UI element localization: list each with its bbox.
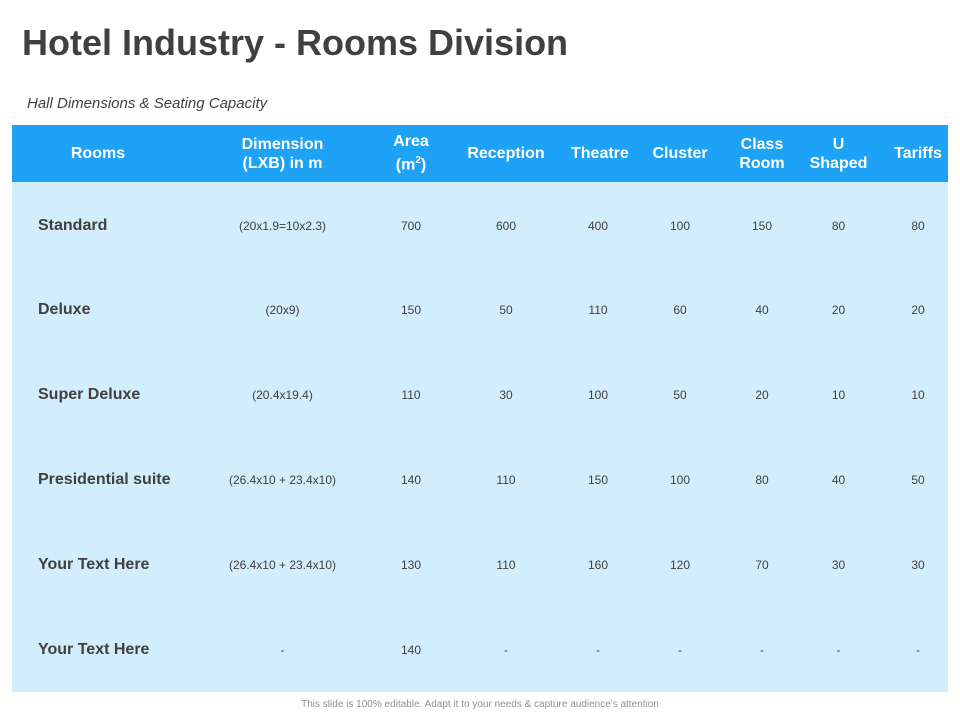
cell-area: 700 bbox=[400, 218, 422, 233]
cell-classroom: 40 bbox=[755, 302, 769, 317]
cell-room: Standard bbox=[38, 216, 108, 234]
cell-area: 140 bbox=[400, 642, 422, 657]
cell-cluster: 100 bbox=[669, 472, 691, 487]
table-row: Deluxe (20x9) 150 50 110 60 40 20 20 bbox=[12, 267, 948, 352]
cell-dimension: (20.4x19.4) bbox=[252, 387, 313, 402]
cell-cluster: 100 bbox=[669, 218, 691, 233]
cell-ushaped: 80 bbox=[831, 218, 846, 233]
page-title: Hotel Industry - Rooms Division bbox=[22, 22, 569, 63]
cell-theatre: 100 bbox=[587, 387, 609, 402]
cell-room: Super Deluxe bbox=[38, 385, 141, 403]
cell-area: 130 bbox=[400, 557, 422, 572]
table-row: Standard (20x1.9=10x2.3) 700 600 400 100… bbox=[12, 182, 948, 267]
cell-ushaped: 10 bbox=[831, 387, 846, 402]
cell-reception: 50 bbox=[499, 302, 513, 317]
cell-classroom: 150 bbox=[751, 218, 773, 233]
cell-classroom: 20 bbox=[755, 387, 769, 402]
header-tariffs: Tariffs bbox=[894, 145, 942, 162]
cell-dimension: (20x9) bbox=[265, 302, 300, 317]
cell-tariffs: 20 bbox=[911, 302, 925, 317]
cell-tariffs: 50 bbox=[911, 472, 925, 487]
header-theatre: Theatre bbox=[571, 145, 629, 162]
table-row: Presidential suite (26.4x10 + 23.4x10) 1… bbox=[12, 437, 948, 522]
cell-reception: 600 bbox=[495, 218, 517, 233]
cell-dimension: (26.4x10 + 23.4x10) bbox=[228, 557, 337, 572]
cell-theatre: 110 bbox=[588, 302, 608, 317]
cell-reception: 110 bbox=[496, 472, 516, 487]
cell-ushaped: - bbox=[836, 642, 841, 657]
footer-note: This slide is 100% editable. Adapt it to… bbox=[301, 699, 659, 710]
cell-cluster: - bbox=[678, 642, 682, 657]
cell-room: Presidential suite bbox=[38, 470, 171, 488]
cell-ushaped: 30 bbox=[831, 557, 846, 572]
header-classroom: Class Room bbox=[739, 135, 785, 172]
table-row: Your Text Here - 140 - - - - - - bbox=[12, 607, 948, 692]
cell-room: Your Text Here bbox=[38, 555, 150, 573]
capacity-table: Rooms Dimension (LXB) in m Area (m2) Recep… bbox=[12, 125, 948, 692]
cell-tariffs: - bbox=[916, 642, 920, 657]
table-subtitle: Hall Dimensions & Seating Capacity bbox=[27, 95, 268, 112]
cell-dimension: (20x1.9=10x2.3) bbox=[238, 218, 327, 233]
cell-room: Deluxe bbox=[38, 300, 91, 318]
cell-dimension: (26.4x10 + 23.4x10) bbox=[228, 472, 337, 487]
cell-cluster: 120 bbox=[669, 557, 691, 572]
table-row: Super Deluxe (20.4x19.4) 110 30 100 50 2… bbox=[12, 352, 948, 437]
cell-theatre: 150 bbox=[587, 472, 609, 487]
cell-cluster: 60 bbox=[673, 302, 687, 317]
cell-classroom: - bbox=[760, 642, 764, 657]
cell-reception: - bbox=[504, 642, 508, 657]
cell-reception: 110 bbox=[496, 557, 516, 572]
cell-area: 140 bbox=[400, 472, 422, 487]
cell-ushaped: 40 bbox=[831, 472, 846, 487]
cell-cluster: 50 bbox=[673, 387, 687, 402]
header-rooms: Rooms bbox=[70, 145, 126, 162]
header-dimension: Dimension (LXB) in m bbox=[241, 135, 324, 172]
header-cluster: Cluster bbox=[652, 145, 708, 162]
table-row: Your Text Here (26.4x10 + 23.4x10) 130 1… bbox=[12, 522, 948, 607]
header-ushaped: U Shaped bbox=[809, 135, 868, 172]
cell-classroom: 80 bbox=[755, 472, 769, 487]
cell-room: Your Text Here bbox=[38, 640, 150, 658]
cell-theatre: 400 bbox=[587, 218, 609, 233]
cell-classroom: 70 bbox=[755, 557, 769, 572]
cell-area: 110 bbox=[401, 387, 421, 402]
cell-theatre: 160 bbox=[587, 557, 609, 572]
capacity-table-container: Rooms Dimension (LXB) in m Area (m2) Recep… bbox=[12, 125, 948, 692]
cell-tariffs: 10 bbox=[911, 387, 925, 402]
cell-dimension: - bbox=[280, 642, 285, 657]
header-reception: Reception bbox=[467, 145, 545, 162]
cell-reception: 30 bbox=[499, 387, 513, 402]
cell-theatre: - bbox=[596, 642, 600, 657]
table-header-row: Rooms Dimension (LXB) in m Area (m2) Recep… bbox=[12, 125, 948, 182]
header-area: Area (m2) bbox=[393, 133, 429, 174]
cell-tariffs: 80 bbox=[911, 218, 925, 233]
cell-tariffs: 30 bbox=[911, 557, 925, 572]
cell-area: 150 bbox=[400, 302, 422, 317]
cell-ushaped: 20 bbox=[831, 302, 846, 317]
